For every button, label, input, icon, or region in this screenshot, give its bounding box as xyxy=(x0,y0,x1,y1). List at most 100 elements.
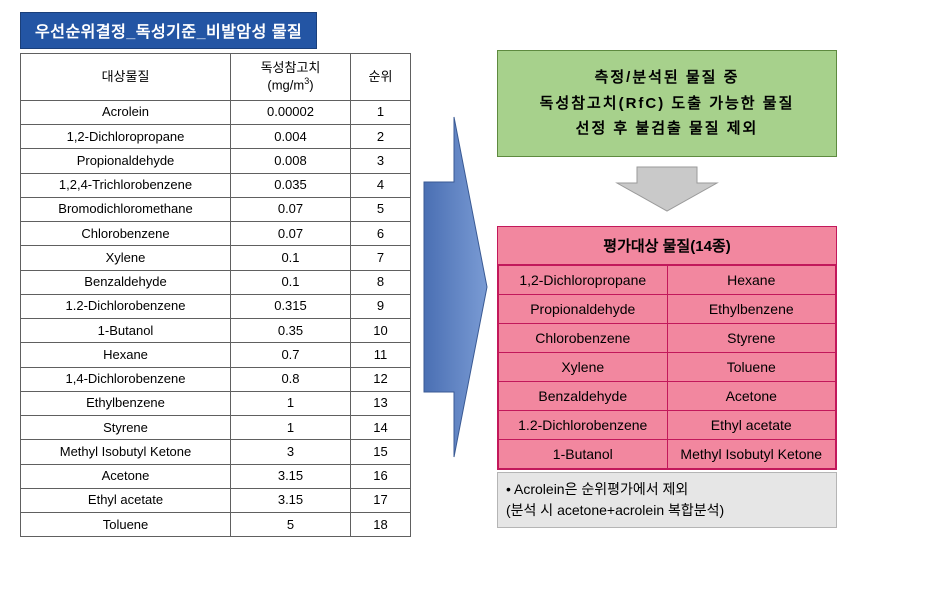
table-row: 1-Butanol0.3510 xyxy=(21,319,411,343)
cell-rank: 16 xyxy=(351,464,411,488)
pink-cell: 1.2-Dichlorobenzene xyxy=(499,410,668,439)
cell-substance: 1-Butanol xyxy=(21,319,231,343)
cell-value: 5 xyxy=(231,513,351,537)
cell-substance: Acetone xyxy=(21,464,231,488)
cell-rank: 18 xyxy=(351,513,411,537)
th-value-line1: 독성참고치 xyxy=(261,60,321,75)
pink-cell: Methyl Isobutyl Ketone xyxy=(667,439,836,468)
footnote-line2: (분석 시 acetone+acrolein 복합분석) xyxy=(506,502,724,518)
table-row: Acrolein0.000021 xyxy=(21,100,411,124)
arrow-column xyxy=(419,12,489,467)
th-substance: 대상물질 xyxy=(21,54,231,101)
cell-value: 0.1 xyxy=(231,270,351,294)
th-rank: 순위 xyxy=(351,54,411,101)
cell-substance: 1,2-Dichloropropane xyxy=(21,125,231,149)
layout-container: 우선순위결정_독성기준_비발암성 물질 대상물질 독성참고치 (mg/m3) 순… xyxy=(20,12,920,537)
cell-rank: 12 xyxy=(351,367,411,391)
cell-substance: Acrolein xyxy=(21,100,231,124)
footnote-line1: • Acrolein은 순위평가에서 제외 xyxy=(506,481,688,497)
cell-substance: Chlorobenzene xyxy=(21,222,231,246)
cell-value: 0.1 xyxy=(231,246,351,270)
cell-rank: 6 xyxy=(351,222,411,246)
cell-value: 0.7 xyxy=(231,343,351,367)
cell-value: 0.315 xyxy=(231,294,351,318)
cell-rank: 9 xyxy=(351,294,411,318)
th-value-prefix: (mg/m xyxy=(267,78,304,93)
cell-substance: Ethylbenzene xyxy=(21,391,231,415)
pink-cell: Acetone xyxy=(667,381,836,410)
cell-substance: Ethyl acetate xyxy=(21,488,231,512)
table-row: Ethylbenzene113 xyxy=(21,391,411,415)
cell-value: 3 xyxy=(231,440,351,464)
cell-value: 0.07 xyxy=(231,197,351,221)
table-row: Benzaldehyde0.18 xyxy=(21,270,411,294)
pink-cell: Ethylbenzene xyxy=(667,294,836,323)
table-row: Xylene0.17 xyxy=(21,246,411,270)
cell-rank: 2 xyxy=(351,125,411,149)
cell-rank: 7 xyxy=(351,246,411,270)
cell-rank: 15 xyxy=(351,440,411,464)
pink-cell: Ethyl acetate xyxy=(667,410,836,439)
table-row: Toluene518 xyxy=(21,513,411,537)
cell-value: 0.8 xyxy=(231,367,351,391)
cell-rank: 5 xyxy=(351,197,411,221)
cell-rank: 4 xyxy=(351,173,411,197)
table-row: 1,2-Dichloropropane0.0042 xyxy=(21,125,411,149)
table-row: Hexane0.711 xyxy=(21,343,411,367)
toxicity-table: 대상물질 독성참고치 (mg/m3) 순위 Acrolein0.0000211,… xyxy=(20,53,411,537)
cell-value: 0.35 xyxy=(231,319,351,343)
cell-rank: 3 xyxy=(351,149,411,173)
cell-substance: Toluene xyxy=(21,513,231,537)
cell-value: 3.15 xyxy=(231,488,351,512)
cell-substance: Hexane xyxy=(21,343,231,367)
pink-cell: Toluene xyxy=(667,352,836,381)
pink-cell: 1-Butanol xyxy=(499,439,668,468)
table-row: Propionaldehyde0.0083 xyxy=(21,149,411,173)
green-line1: 측정/분석된 물질 중 xyxy=(595,69,740,86)
pink-table: 1,2-DichloropropaneHexanePropionaldehyde… xyxy=(498,265,836,469)
cell-value: 1 xyxy=(231,416,351,440)
cell-substance: Propionaldehyde xyxy=(21,149,231,173)
pink-row: BenzaldehydeAcetone xyxy=(499,381,836,410)
cell-substance: Methyl Isobutyl Ketone xyxy=(21,440,231,464)
table-row: Methyl Isobutyl Ketone315 xyxy=(21,440,411,464)
cell-rank: 13 xyxy=(351,391,411,415)
cell-substance: 1,4-Dichlorobenzene xyxy=(21,367,231,391)
left-column: 우선순위결정_독성기준_비발암성 물질 대상물질 독성참고치 (mg/m3) 순… xyxy=(20,12,411,537)
pink-row: 1.2-DichlorobenzeneEthyl acetate xyxy=(499,410,836,439)
pink-header: 평가대상 물질(14종) xyxy=(498,227,836,265)
cell-value: 0.00002 xyxy=(231,100,351,124)
pink-cell: Xylene xyxy=(499,352,668,381)
green-line3: 선정 후 불검출 물질 제외 xyxy=(576,120,759,137)
cell-value: 0.004 xyxy=(231,125,351,149)
table-row: Chlorobenzene0.076 xyxy=(21,222,411,246)
pink-cell: Propionaldehyde xyxy=(499,294,668,323)
table-row: 1,2,4-Trichlorobenzene0.0354 xyxy=(21,173,411,197)
cell-rank: 10 xyxy=(351,319,411,343)
cell-rank: 1 xyxy=(351,100,411,124)
footnote-box: • Acrolein은 순위평가에서 제외 (분석 시 acetone+acro… xyxy=(497,472,837,528)
title-bar: 우선순위결정_독성기준_비발암성 물질 xyxy=(20,12,317,49)
table-row: Ethyl acetate3.1517 xyxy=(21,488,411,512)
cell-value: 0.07 xyxy=(231,222,351,246)
th-value: 독성참고치 (mg/m3) xyxy=(231,54,351,101)
pink-row: ChlorobenzeneStyrene xyxy=(499,323,836,352)
table-row: Acetone3.1516 xyxy=(21,464,411,488)
pink-row: PropionaldehydeEthylbenzene xyxy=(499,294,836,323)
pink-cell: Chlorobenzene xyxy=(499,323,668,352)
pink-row: 1-ButanolMethyl Isobutyl Ketone xyxy=(499,439,836,468)
pink-cell: Benzaldehyde xyxy=(499,381,668,410)
table-row: Bromodichloromethane0.075 xyxy=(21,197,411,221)
th-value-suffix: ) xyxy=(309,78,313,93)
cell-substance: Xylene xyxy=(21,246,231,270)
cell-value: 0.008 xyxy=(231,149,351,173)
down-arrow-icon xyxy=(607,161,727,215)
cell-rank: 17 xyxy=(351,488,411,512)
cell-value: 3.15 xyxy=(231,464,351,488)
pink-row: XyleneToluene xyxy=(499,352,836,381)
right-arrow-icon xyxy=(419,112,489,462)
cell-value: 1 xyxy=(231,391,351,415)
pink-cell: 1,2-Dichloropropane xyxy=(499,265,668,294)
cell-rank: 14 xyxy=(351,416,411,440)
cell-substance: 1.2-Dichlorobenzene xyxy=(21,294,231,318)
